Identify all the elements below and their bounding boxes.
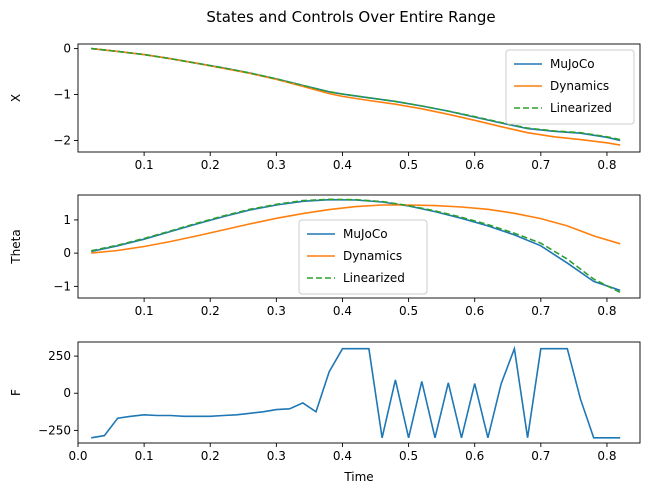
x-position-subplot: 0.1 0.2 0.3 0.4 0.5 0.6 0.7 0.8 0 −1 −2 X MuJoCo Dyna… bbox=[9, 42, 641, 172]
y-tick-label: 1 bbox=[63, 213, 71, 227]
x-tick-label: 0.5 bbox=[399, 449, 418, 463]
legend: MuJoCo Dynamics Linearized bbox=[505, 49, 635, 125]
x-tick-label: 0.3 bbox=[267, 449, 286, 463]
y-tick-label: 0 bbox=[63, 246, 71, 260]
legend-label-mujoco: MuJoCo bbox=[550, 57, 595, 71]
x-tick-label: 0.8 bbox=[597, 304, 616, 318]
y-axis-label: X bbox=[9, 94, 23, 102]
axes-frame bbox=[77, 43, 641, 153]
x-tick-label: 0.8 bbox=[597, 449, 616, 463]
x-tick-label: 0.1 bbox=[135, 449, 154, 463]
x-tick-label: 0.4 bbox=[333, 304, 352, 318]
legend-label-linearized: Linearized bbox=[550, 101, 612, 115]
y-tick-label: −1 bbox=[53, 88, 71, 102]
axes-frame bbox=[77, 194, 641, 299]
series-line-linearized bbox=[91, 47, 621, 141]
y-tick-label: −1 bbox=[53, 279, 71, 293]
x-tick-label: 0.3 bbox=[267, 304, 286, 318]
x-tick-label: 0.1 bbox=[135, 304, 154, 318]
series-line-dynamics bbox=[91, 204, 621, 254]
x-tick-label: 0.1 bbox=[135, 158, 154, 172]
x-tick-label: 0.3 bbox=[267, 158, 286, 172]
x-tick-label: 0.4 bbox=[333, 449, 352, 463]
y-tick-label: −250 bbox=[38, 423, 71, 437]
series-line-linearized bbox=[91, 198, 621, 294]
series-line-f bbox=[91, 345, 621, 439]
legend-label-linearized: Linearized bbox=[343, 271, 405, 285]
x-tick-label: 0.6 bbox=[465, 449, 484, 463]
x-tick-label: 0.7 bbox=[531, 449, 550, 463]
legend-box bbox=[298, 219, 428, 295]
y-axis-label: Theta bbox=[9, 229, 23, 264]
x-tick-label: 0.8 bbox=[597, 158, 616, 172]
x-tick-label: 0.7 bbox=[531, 158, 550, 172]
figure-title: States and Controls Over Entire Range bbox=[206, 8, 495, 26]
y-tick-label: 250 bbox=[48, 349, 71, 363]
legend-label-mujoco: MuJoCo bbox=[343, 227, 388, 241]
x-tick-label: 0.2 bbox=[201, 158, 220, 172]
force-subplot: 0.0 0.1 0.2 0.3 0.4 0.5 0.6 0.7 0.8 250 0 −250 F Time bbox=[9, 341, 641, 484]
x-tick-label: 0.0 bbox=[68, 449, 87, 463]
y-tick-label: −2 bbox=[53, 134, 71, 148]
theta-subplot: 0.1 0.2 0.3 0.4 0.5 0.6 0.7 0.8 1 0 −1 Theta MuJoCo D… bbox=[9, 194, 641, 318]
x-tick-label: 0.7 bbox=[531, 304, 550, 318]
x-tick-label: 0.2 bbox=[201, 304, 220, 318]
x-tick-label: 0.5 bbox=[399, 304, 418, 318]
x-tick-label: 0.4 bbox=[333, 158, 352, 172]
x-tick-label: 0.6 bbox=[465, 158, 484, 172]
legend: MuJoCo Dynamics Linearized bbox=[298, 219, 428, 295]
legend-label-dynamics: Dynamics bbox=[343, 249, 402, 263]
y-axis-label: F bbox=[9, 389, 23, 396]
y-tick-label: 0 bbox=[63, 42, 71, 56]
legend-label-dynamics: Dynamics bbox=[550, 79, 609, 93]
axes-frame bbox=[77, 341, 641, 444]
x-axis-label: Time bbox=[343, 470, 373, 484]
y-tick-label: 0 bbox=[63, 386, 71, 400]
x-tick-label: 0.5 bbox=[399, 158, 418, 172]
x-tick-label: 0.6 bbox=[465, 304, 484, 318]
legend-box bbox=[505, 49, 635, 125]
x-tick-label: 0.2 bbox=[201, 449, 220, 463]
